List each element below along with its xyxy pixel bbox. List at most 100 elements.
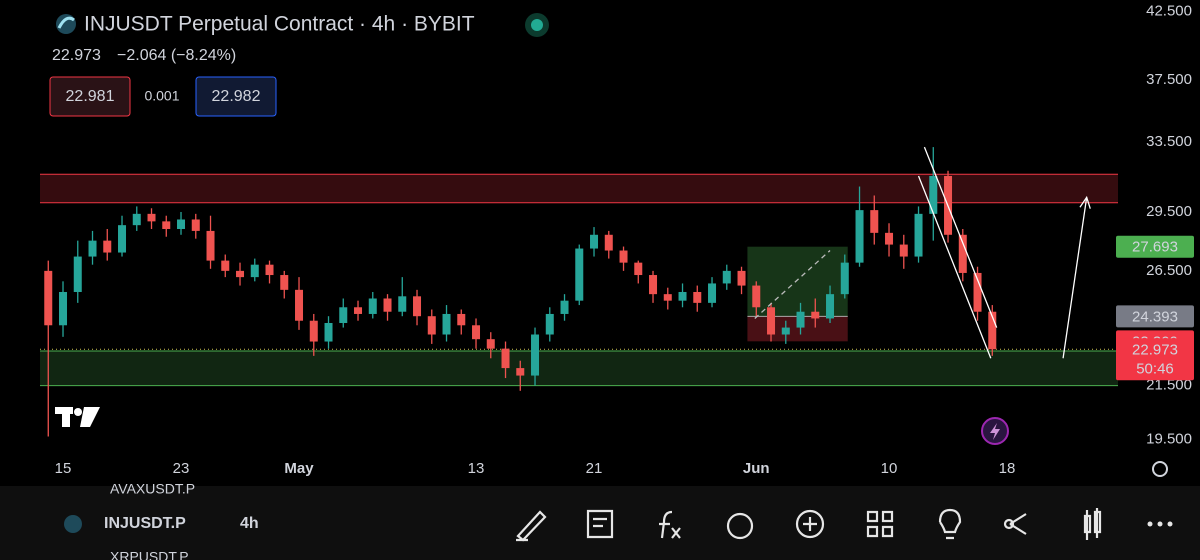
candle-body: [206, 230, 215, 261]
candle-body: [59, 291, 68, 326]
candle-body: [103, 240, 112, 253]
arrow-head: [1079, 195, 1091, 209]
ideas-tool[interactable]: [938, 508, 962, 540]
price-label-bg: [1116, 235, 1194, 258]
indicators-tool[interactable]: [659, 510, 681, 539]
candle-body: [486, 339, 495, 349]
candle-body: [796, 311, 805, 328]
lightning-icon: [990, 423, 1000, 440]
candle-body: [604, 234, 613, 251]
candle-body: [958, 234, 967, 273]
symbol-logo: [64, 515, 82, 533]
candle-body: [339, 307, 348, 323]
draw-tool[interactable]: [516, 510, 547, 542]
candle-body: [457, 313, 466, 326]
candle-body: [840, 262, 849, 295]
x-tick-label: Jun: [743, 460, 770, 477]
x-tick-label: 18: [999, 460, 1016, 477]
x-tick-label: 13: [468, 460, 485, 477]
bid-button[interactable]: [49, 76, 131, 117]
more-dot[interactable]: [1147, 521, 1153, 527]
candle-body: [501, 348, 510, 369]
candle-body: [280, 275, 289, 290]
candle-body: [383, 298, 392, 312]
market-status: [531, 19, 543, 31]
candle-body: [177, 219, 186, 229]
y-tick-label: 19.500: [1146, 430, 1192, 447]
candle-body: [973, 272, 982, 312]
candle-body: [147, 213, 156, 222]
candle-body: [899, 244, 908, 257]
candle-body: [221, 260, 230, 271]
y-tick-label: 37.500: [1146, 71, 1192, 88]
candle-body: [88, 240, 97, 257]
candle-body: [781, 327, 790, 335]
candle-body: [472, 325, 481, 340]
logo-part: [80, 407, 100, 427]
price-label: 27.693: [1132, 239, 1178, 256]
last-price: 22.973: [52, 47, 101, 64]
candle-body: [309, 320, 318, 342]
y-tick-label: 29.500: [1146, 203, 1192, 220]
y-tick-label: 26.500: [1146, 262, 1192, 279]
spread: 0.001: [144, 88, 179, 104]
y-tick-label: 33.500: [1146, 133, 1192, 150]
x-tick-label: 23: [173, 460, 190, 477]
symbol-button[interactable]: INJUSDT.P: [104, 515, 186, 532]
zone: [40, 351, 1118, 386]
candle-body: [722, 270, 731, 284]
candle-body: [885, 232, 894, 245]
candle-body: [752, 285, 761, 308]
more-dot[interactable]: [1167, 521, 1173, 527]
candle-body: [73, 256, 82, 292]
candle-body: [575, 248, 584, 301]
candle-body: [368, 298, 377, 314]
candle-body: [826, 294, 835, 319]
bid-price: 22.981: [66, 88, 115, 105]
candle-body: [988, 311, 997, 350]
candle-body: [870, 210, 879, 233]
x-tick-label: 21: [586, 460, 603, 477]
candle-body: [265, 264, 274, 276]
share-node: [1003, 518, 1015, 530]
trend-line: [917, 175, 992, 359]
tradingview-logo: [55, 407, 100, 427]
candle-body: [516, 368, 525, 376]
candle-body: [619, 250, 628, 263]
alerts-tool[interactable]: [726, 512, 754, 540]
add-tool[interactable]: [795, 509, 825, 539]
add-icon: [803, 517, 817, 531]
symbol-logo-mark: [57, 16, 75, 29]
candle-body: [737, 270, 746, 286]
trend-line: [923, 146, 998, 328]
candle-body: [398, 296, 407, 312]
notes-tool[interactable]: [586, 509, 614, 539]
x-tick-label: May: [284, 460, 314, 477]
candle-body: [442, 313, 451, 335]
candle-body: [929, 175, 938, 214]
y-tick-label: 42.500: [1146, 2, 1192, 19]
x-tick-label: 10: [881, 460, 898, 477]
candle-body: [427, 316, 436, 335]
layout-tool[interactable]: [866, 510, 894, 538]
candle-body: [162, 221, 171, 229]
candle-body: [693, 291, 702, 303]
price-label-bg: [1116, 305, 1194, 328]
ask-price: 22.982: [212, 88, 261, 105]
interval-button[interactable]: 4h: [240, 515, 259, 532]
candle-body: [413, 296, 422, 317]
settings-button[interactable]: [1152, 461, 1168, 477]
candle-body: [250, 264, 259, 278]
more-dot[interactable]: [1157, 521, 1163, 527]
candle-body: [236, 270, 245, 278]
candle-body: [531, 334, 540, 376]
next-symbol: XRPUSDT.P: [110, 549, 189, 560]
ask-button[interactable]: [195, 76, 277, 117]
bottom-bar: [0, 486, 1200, 560]
chart-type-tool[interactable]: [1083, 508, 1102, 540]
y-tick-label: 21.500: [1146, 377, 1192, 394]
price-label: 24.393: [1132, 308, 1178, 325]
candle-body: [545, 313, 554, 335]
candle-body: [663, 294, 672, 301]
last-price-label-bg: [1116, 338, 1194, 381]
